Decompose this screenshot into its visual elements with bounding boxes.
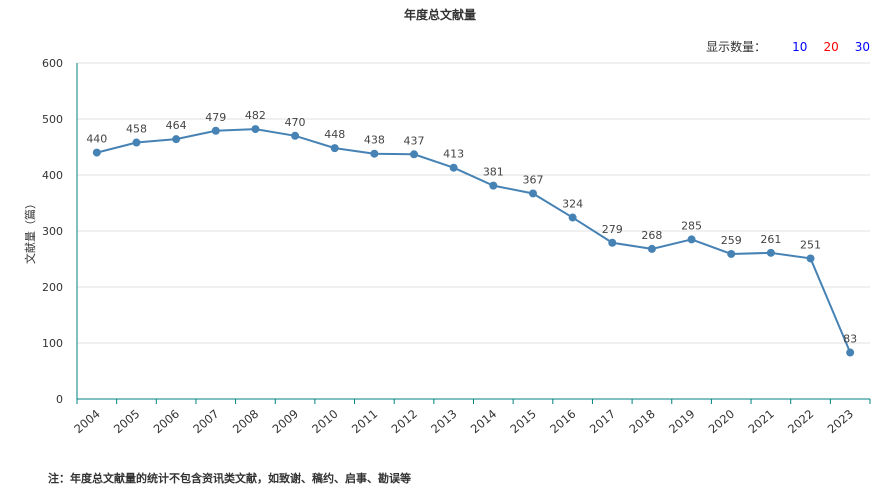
grid-lines: [77, 62, 870, 344]
display-count-selector: 显示数量： 10 20 30: [706, 38, 870, 55]
data-point[interactable]: [410, 150, 419, 159]
x-tick-label: 2015: [507, 407, 538, 437]
data-point[interactable]: [846, 348, 855, 357]
x-tick-label: 2018: [626, 407, 657, 437]
data-point[interactable]: [132, 138, 141, 147]
data-label: 438: [364, 134, 385, 147]
x-tick-label: 2006: [151, 407, 182, 437]
data-label: 413: [443, 148, 464, 161]
data-label: 251: [800, 238, 821, 251]
x-tick-label: 2010: [309, 407, 340, 437]
y-tick-label: 200: [42, 281, 63, 294]
data-label: 440: [86, 133, 107, 146]
data-point[interactable]: [489, 181, 498, 190]
data-point[interactable]: [449, 163, 458, 172]
data-label: 367: [522, 173, 543, 186]
data-point[interactable]: [528, 189, 537, 198]
y-tick-label: 400: [42, 169, 63, 182]
x-tick-label: 2021: [745, 407, 776, 437]
x-tick-label: 2017: [587, 407, 618, 437]
data-label: 259: [721, 234, 742, 247]
x-tick-label: 2004: [71, 407, 102, 437]
display-count-option-30[interactable]: 30: [854, 39, 870, 54]
x-tick-label: 2023: [825, 407, 856, 437]
data-label: 448: [324, 128, 345, 141]
data-label: 381: [483, 166, 504, 179]
data-label: 268: [641, 229, 662, 242]
data-label: 458: [126, 123, 147, 136]
chart-title: 年度总文献量: [403, 8, 476, 22]
data-point[interactable]: [330, 144, 339, 153]
y-tick-label: 0: [56, 393, 63, 406]
x-tick-label: 2012: [389, 407, 420, 437]
x-tick-label: 2019: [666, 407, 697, 437]
display-count-label: 显示数量：: [706, 40, 767, 54]
data-label: 324: [562, 198, 583, 211]
series-group: [92, 125, 855, 357]
data-point[interactable]: [568, 213, 577, 222]
y-tick-label: 100: [42, 337, 63, 350]
x-tick-label: 2008: [230, 407, 261, 437]
data-point[interactable]: [766, 248, 775, 257]
y-axis-label: 文献量（篇）: [23, 198, 37, 264]
data-labels: 440 458 464 479 482 470 448 438 437 413 381 367 324 2…: [86, 109, 857, 345]
data-label: 464: [166, 119, 187, 132]
x-tick-label: 2014: [468, 407, 499, 437]
x-tick-label: 2007: [190, 407, 221, 437]
y-tick-label: 300: [42, 225, 63, 238]
series-line: [96, 128, 852, 353]
display-count-option-20[interactable]: 20: [823, 39, 839, 54]
data-label: 279: [602, 223, 623, 236]
data-point[interactable]: [251, 125, 260, 134]
x-tick-label: 2005: [111, 407, 142, 437]
x-axis-ticks: 2004 2005 2006 2007 2008 2009 2010 2011 2012 2013…: [71, 399, 871, 437]
data-label: 83: [843, 333, 857, 346]
x-tick-label: 2022: [785, 407, 816, 437]
data-label: 261: [760, 233, 781, 246]
data-point[interactable]: [806, 254, 815, 263]
x-tick-label: 2013: [428, 407, 459, 437]
x-tick-label: 2011: [349, 407, 380, 437]
data-point[interactable]: [291, 131, 300, 140]
data-point[interactable]: [92, 148, 101, 157]
y-tick-label: 600: [42, 57, 63, 70]
data-label: 285: [681, 219, 702, 232]
data-label: 470: [285, 116, 306, 129]
data-label: 482: [245, 109, 266, 122]
y-axis-ticks: 0 100 200 300 400 500 600: [42, 57, 63, 406]
x-tick-label: 2020: [706, 407, 737, 437]
x-tick-label: 2016: [547, 407, 578, 437]
data-point[interactable]: [370, 149, 379, 158]
data-label: 437: [404, 134, 425, 147]
data-point[interactable]: [211, 126, 220, 135]
data-point[interactable]: [647, 244, 656, 253]
data-label: 479: [205, 111, 226, 124]
data-point[interactable]: [687, 235, 696, 244]
footnote: 注：年度总文献量的统计不包含资讯类文献，如致谢、稿约、启事、勘误等: [48, 472, 411, 485]
data-point[interactable]: [727, 249, 736, 258]
display-count-option-10[interactable]: 10: [792, 39, 808, 54]
data-point[interactable]: [608, 238, 617, 247]
x-tick-label: 2009: [270, 407, 301, 437]
data-point[interactable]: [172, 135, 181, 144]
y-tick-label: 500: [42, 113, 63, 126]
